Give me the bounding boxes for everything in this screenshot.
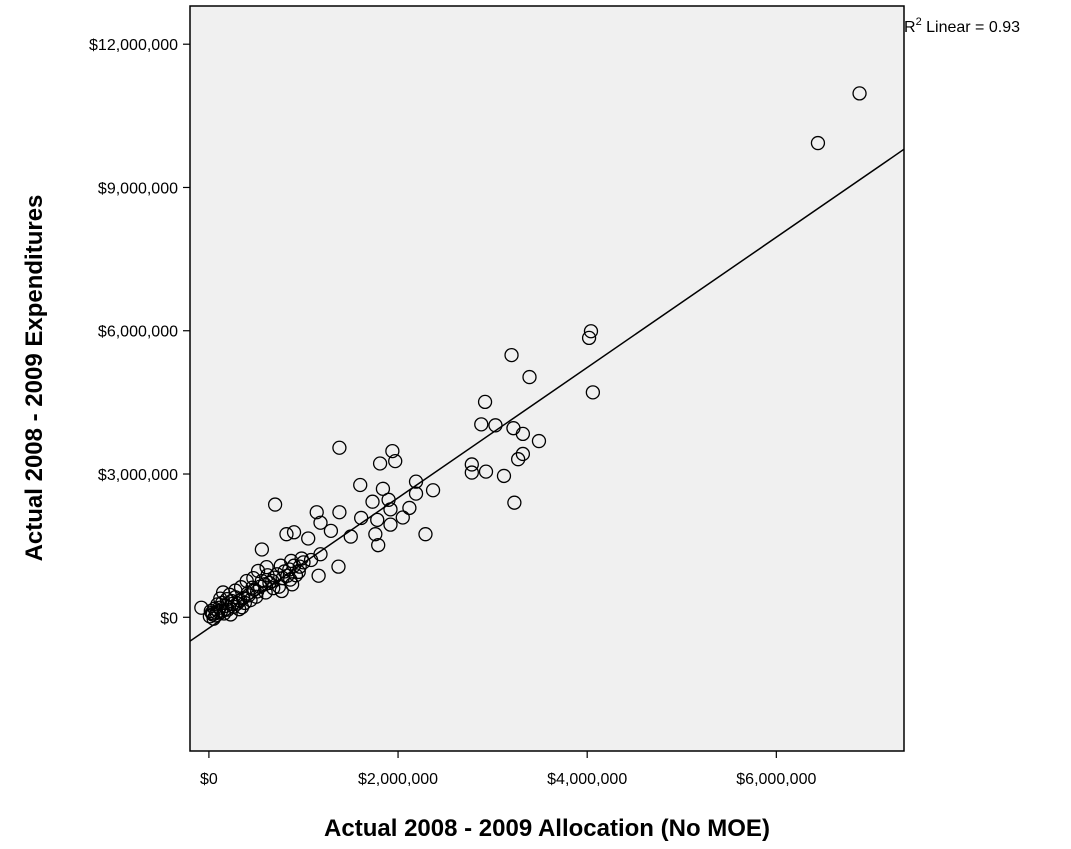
- data-point: [395, 510, 410, 525]
- data-point: [225, 596, 240, 612]
- data-point: [368, 527, 383, 542]
- data-point: [313, 515, 328, 530]
- data-point: [250, 563, 266, 579]
- data-point: [477, 394, 493, 410]
- data-point: [240, 586, 255, 601]
- data-point: [464, 465, 479, 480]
- data-point: [267, 497, 283, 512]
- x-tick-label: $2,000,000: [358, 771, 438, 788]
- y-tick-label: $0: [160, 610, 178, 627]
- data-point: [232, 593, 248, 608]
- data-point: [408, 474, 424, 489]
- data-point: [531, 433, 547, 449]
- data-points: [194, 86, 867, 626]
- data-point: [478, 464, 494, 479]
- data-point: [249, 584, 265, 599]
- y-tick-label: $12,000,000: [89, 37, 178, 54]
- r2-label: R2 Linear = 0.93: [904, 16, 1020, 36]
- data-point: [249, 589, 264, 604]
- data-point: [296, 555, 311, 570]
- x-tick-label: $0: [200, 771, 218, 788]
- data-point: [504, 347, 519, 363]
- data-point: [810, 135, 826, 151]
- data-point: [365, 494, 380, 509]
- plot-area: [190, 6, 904, 751]
- data-point: [354, 510, 369, 526]
- y-axis-title: Actual 2008 - 2009 Expenditures: [21, 195, 48, 562]
- data-point: [254, 542, 270, 557]
- data-point: [266, 581, 281, 596]
- data-point: [496, 468, 512, 484]
- data-point: [257, 577, 272, 592]
- data-point: [234, 600, 250, 615]
- data-point: [202, 609, 218, 624]
- data-point: [581, 330, 597, 346]
- data-point: [214, 603, 229, 618]
- x-tick-label: $6,000,000: [736, 771, 816, 788]
- data-point: [332, 505, 347, 520]
- data-point: [215, 585, 231, 600]
- data-point: [474, 417, 489, 432]
- data-point: [511, 452, 526, 467]
- data-point: [418, 527, 433, 542]
- data-point: [388, 453, 403, 469]
- data-point: [223, 607, 238, 622]
- y-tick-label: $6,000,000: [98, 324, 178, 341]
- data-point: [303, 552, 319, 568]
- data-point: [259, 559, 274, 575]
- data-point: [402, 500, 417, 516]
- data-point: [522, 369, 537, 385]
- data-point: [286, 525, 302, 540]
- data-point: [301, 531, 316, 546]
- data-point: [286, 558, 302, 573]
- data-point: [381, 492, 396, 507]
- data-point: [375, 481, 391, 496]
- plot-frame: [189, 5, 905, 752]
- data-point: [331, 559, 346, 574]
- data-point: [203, 603, 218, 619]
- data-point: [194, 600, 209, 615]
- x-axis: $0 $2,000,000 $4,000,000 $6,000,000: [200, 751, 816, 788]
- data-point: [488, 418, 503, 433]
- data-point: [425, 483, 441, 498]
- data-point: [265, 573, 280, 589]
- data-point: [372, 456, 388, 471]
- data-point: [323, 523, 339, 538]
- x-tick-label: $4,000,000: [547, 771, 627, 788]
- data-point: [464, 457, 479, 472]
- data-point: [385, 443, 400, 459]
- data-point: [353, 477, 368, 493]
- data-point: [343, 529, 358, 544]
- data-point: [279, 527, 294, 542]
- x-axis-title: Actual 2008 - 2009 Allocation (No MOE): [324, 815, 770, 842]
- data-point: [311, 568, 326, 583]
- y-axis: $0 $3,000,000 $6,000,000 $9,000,000 $12,000,…: [89, 37, 190, 627]
- y-tick-label: $9,000,000: [98, 180, 178, 197]
- data-point: [332, 440, 347, 455]
- y-tick-label: $3,000,000: [98, 467, 178, 484]
- data-point: [583, 324, 599, 339]
- data-point: [383, 502, 398, 517]
- data-point: [515, 426, 531, 442]
- data-point: [383, 517, 398, 532]
- data-point: [370, 512, 385, 528]
- data-point: [309, 505, 324, 520]
- data-point: [515, 446, 531, 462]
- data-point: [371, 538, 386, 553]
- data-point: [852, 86, 867, 101]
- data-point: [282, 562, 297, 577]
- data-point: [408, 486, 424, 501]
- data-point: [507, 495, 522, 510]
- data-point: [585, 385, 601, 400]
- data-point: [292, 559, 307, 574]
